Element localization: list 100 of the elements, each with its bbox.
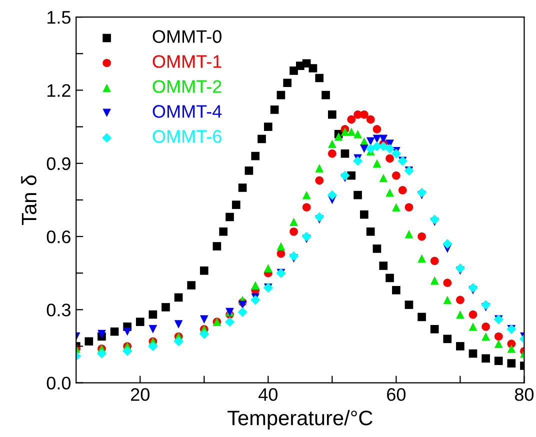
point (276, 242, 286, 250)
point (455, 263, 466, 274)
point (379, 174, 388, 182)
point (276, 90, 286, 100)
point (238, 307, 248, 317)
point (315, 176, 324, 185)
point (199, 329, 209, 339)
point (251, 152, 260, 160)
point (148, 310, 158, 319)
point (372, 125, 382, 134)
point (174, 320, 183, 328)
point (378, 141, 388, 152)
point (443, 278, 452, 287)
point (386, 154, 394, 163)
legend-label: OMMT-0 (152, 30, 222, 43)
point (372, 244, 382, 253)
point (276, 249, 286, 258)
text: 0.0 (46, 376, 71, 390)
point (308, 64, 318, 72)
point (328, 110, 336, 119)
point (290, 66, 298, 75)
point (244, 166, 254, 175)
y-tick-label: 0.6 (46, 230, 70, 244)
point (270, 106, 279, 114)
point (392, 171, 400, 180)
point (366, 227, 375, 236)
point (418, 232, 426, 241)
y-axis-title: Tan δ (21, 175, 36, 225)
point (302, 190, 311, 200)
x-tick-label: 60 (387, 388, 406, 401)
point (416, 188, 427, 198)
point (379, 262, 388, 270)
point (327, 190, 337, 200)
point (494, 332, 503, 341)
point (148, 341, 158, 352)
point (200, 266, 208, 275)
y-tick-label: 0.9 (46, 157, 70, 170)
point (238, 184, 247, 192)
point (200, 315, 208, 324)
point (482, 354, 490, 363)
point (404, 203, 414, 212)
y-tick-label: 1.5 (48, 11, 70, 24)
x-axis-title: Temperature/°C (228, 410, 372, 430)
point (264, 122, 272, 131)
point (443, 296, 452, 304)
point (288, 251, 299, 261)
point (258, 134, 266, 144)
point (398, 186, 407, 194)
point (418, 312, 426, 322)
point (386, 274, 394, 282)
point (264, 264, 272, 272)
legend-label: OMMT-1 (152, 55, 222, 68)
point (328, 149, 336, 158)
point (468, 349, 478, 358)
point (212, 242, 222, 250)
point (480, 300, 491, 310)
point (456, 310, 464, 319)
point (340, 127, 350, 136)
point (392, 203, 400, 212)
point (84, 337, 94, 346)
point (110, 327, 119, 336)
point (315, 164, 324, 172)
point (354, 130, 362, 138)
point (290, 227, 298, 236)
y-tick-label: 1.2 (48, 84, 70, 97)
point (334, 132, 343, 141)
point (162, 303, 170, 312)
x-tick-label: 80 (514, 388, 534, 401)
point (456, 296, 464, 304)
point (430, 325, 439, 334)
point (372, 159, 382, 168)
point (468, 322, 478, 331)
point (250, 295, 260, 305)
point (226, 212, 234, 222)
point (354, 190, 362, 200)
point (391, 148, 401, 158)
point (443, 334, 452, 344)
point (328, 140, 336, 148)
point (187, 281, 196, 290)
point (302, 203, 311, 212)
point (347, 127, 356, 136)
legend-label: OMMT-2 (152, 80, 222, 93)
legend-label: OMMT-6 (152, 130, 222, 143)
legend-label: OMMT-4 (152, 105, 222, 118)
point (418, 254, 426, 263)
point (224, 317, 235, 327)
point (456, 342, 464, 350)
point (386, 188, 394, 197)
point (482, 322, 490, 331)
point (174, 293, 183, 302)
point (494, 356, 503, 366)
point (430, 256, 439, 266)
point (352, 156, 363, 166)
point (340, 149, 350, 158)
x-tick-label: 40 (258, 388, 278, 401)
point (384, 144, 395, 154)
x-tick-label: 20 (130, 388, 150, 401)
point (238, 300, 247, 309)
point (148, 325, 158, 334)
point (404, 230, 414, 238)
